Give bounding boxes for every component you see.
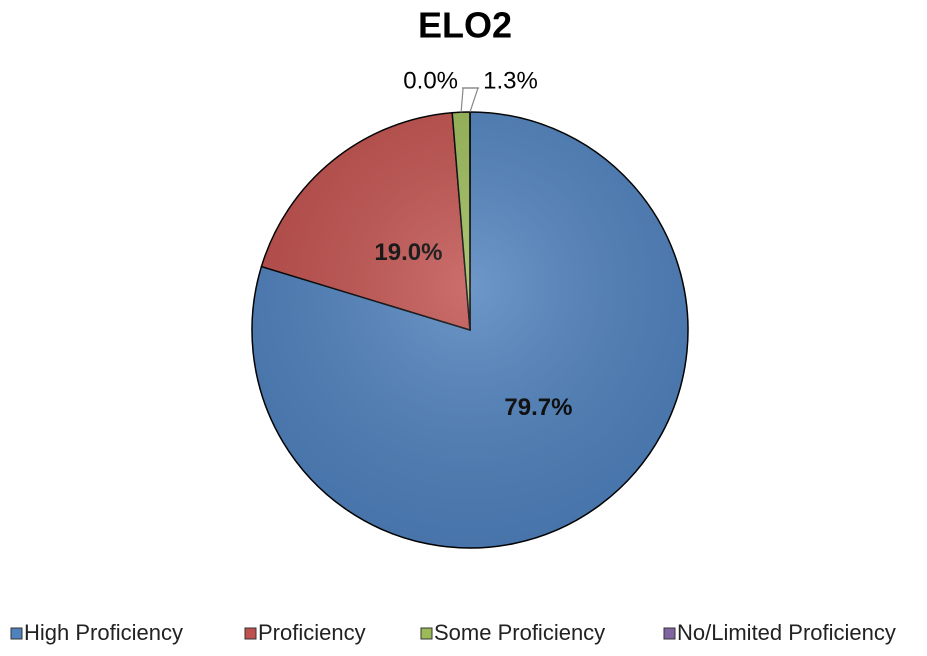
leader-line <box>462 87 479 113</box>
legend-label: High Proficiency <box>24 620 183 645</box>
legend-swatch <box>10 627 23 640</box>
data-label: 19.0% <box>374 239 442 266</box>
legend-label: Proficiency <box>258 620 366 645</box>
legend-label: Some Proficiency <box>434 620 605 645</box>
legend-label: No/Limited Proficiency <box>677 620 896 645</box>
data-label: 79.7% <box>504 394 572 421</box>
data-label: 0.0% <box>403 67 458 94</box>
legend-swatch <box>663 627 676 640</box>
chart-title: ELO2 <box>418 5 512 46</box>
legend-swatch <box>420 627 433 640</box>
data-label: 1.3% <box>483 67 538 94</box>
legend-swatch <box>244 627 257 640</box>
